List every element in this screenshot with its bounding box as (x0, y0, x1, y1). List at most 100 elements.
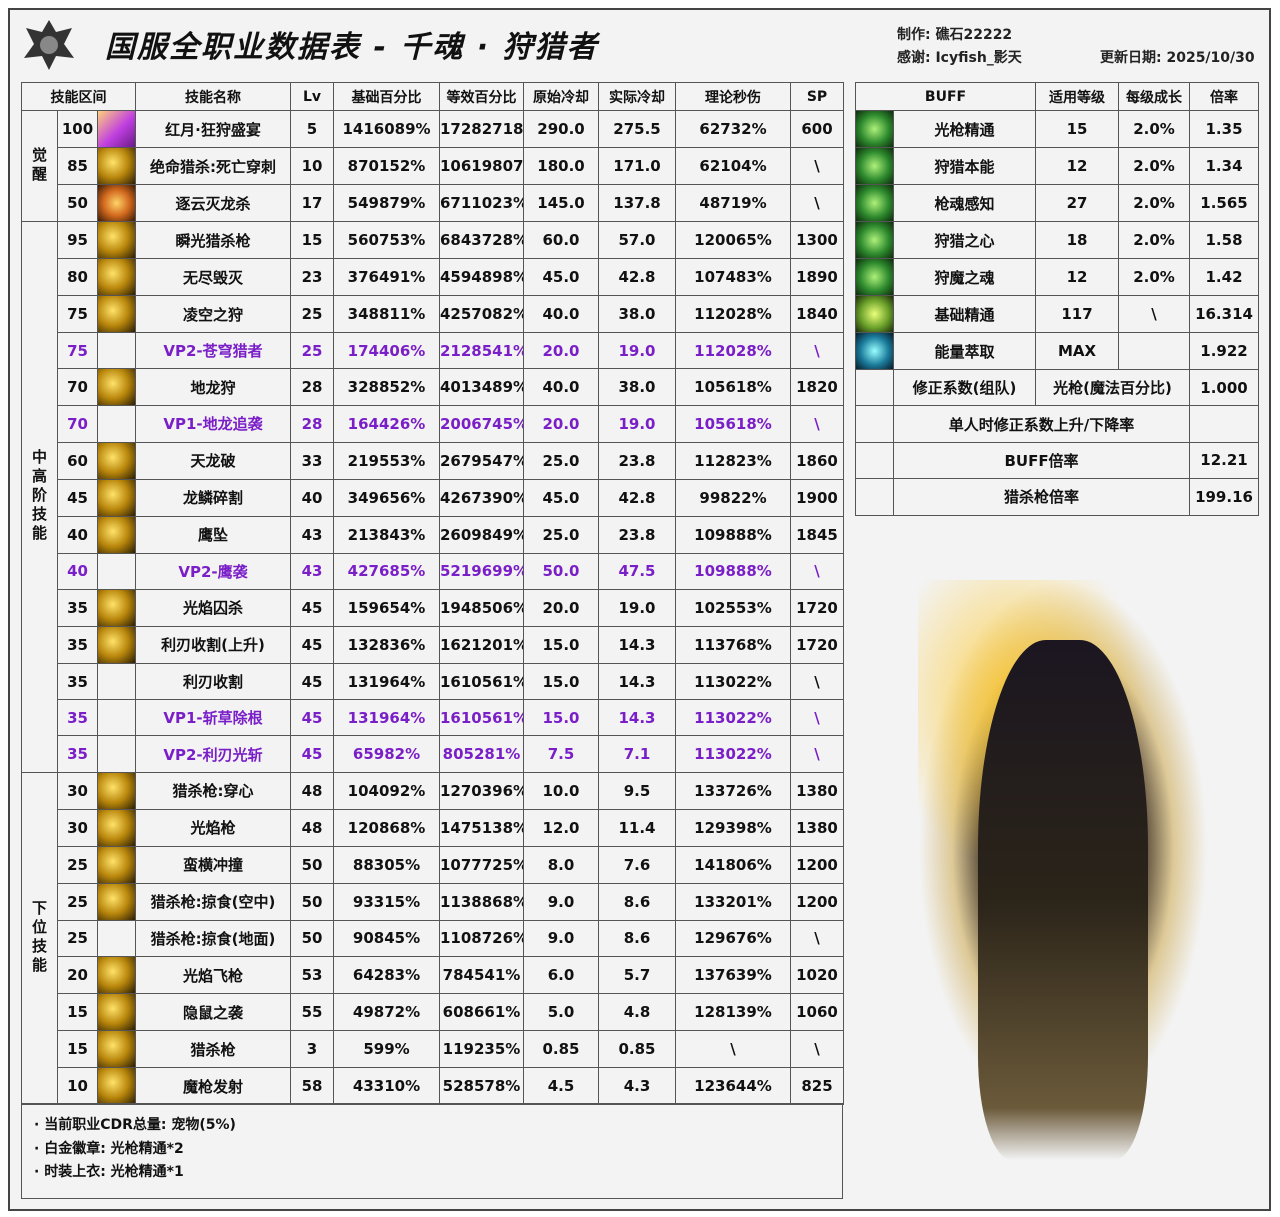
theory-dps: 113768% (675, 625, 791, 664)
buff-rate-label: BUFF倍率 (892, 441, 1191, 480)
theory-dps: 105618% (675, 368, 791, 407)
skill-name: 天龙破 (135, 441, 291, 480)
table-row: 60 天龙破 33 219553% 2679547% 25.0 23.8 112823% 186… (22, 441, 844, 480)
skill-icon-cell (97, 919, 136, 958)
skill-icon-cell (97, 405, 136, 443)
skill-name: VP2-鹰袭 (135, 552, 291, 590)
skill-lv: 55 (290, 993, 334, 1032)
base-percent: 49872% (333, 993, 440, 1032)
base-percent: 64283% (333, 956, 440, 995)
skill-icon (98, 627, 135, 663)
base-cooldown: 6.0 (523, 956, 599, 995)
base-cooldown: 25.0 (523, 515, 599, 554)
skill-icon-cell (97, 515, 136, 554)
actual-cooldown: 19.0 (598, 588, 676, 627)
table-row: 40 VP2-鹰袭 43 427685% 5219699% 50.0 47.5 109888%… (22, 552, 844, 590)
table-row: 25 蛮横冲撞 50 88305% 1077725% 8.0 7.6 141806% 1200 (22, 845, 844, 884)
buff-icon (856, 259, 893, 295)
notes-box: · 当前职业CDR总量: 宠物(5%) · 白金徽章: 光枪精通*2 · 时装上… (21, 1103, 843, 1199)
theory-dps: 102553% (675, 588, 791, 627)
actual-cooldown: 57.0 (598, 221, 676, 259)
sp-cost: \ (790, 331, 844, 370)
buff-level: 12 (1035, 258, 1120, 296)
table-row: 70 VP1-地龙追袭 28 164426% 2006745% 20.0 19.0 10561… (22, 405, 844, 443)
buff-growth: 2.0% (1118, 110, 1191, 148)
table-row: 40 鹰坠 43 213843% 2609849% 25.0 23.8 109888% 1845 (22, 515, 844, 554)
buff-icon (856, 185, 893, 221)
table-row: 35 利刃收割 45 131964% 1610561% 15.0 14.3 113022% \ (22, 662, 844, 701)
actual-cooldown: 9.5 (598, 771, 676, 810)
buff-col-header-name: BUFF (854, 82, 1037, 111)
buff-table: BUFF 适用等级 每级成长 倍率 光枪精通 15 2.0% 1.35 狩猎本能 12 2.… (854, 82, 1260, 516)
buff-header: BUFF 适用等级 每级成长 倍率 (854, 82, 1260, 111)
actual-cooldown: 14.3 (598, 662, 676, 701)
skill-lv: 28 (290, 405, 334, 443)
table-row: 75 凌空之狩 25 348811% 4257082% 40.0 38.0 112028% 18… (22, 295, 844, 333)
col-header-sp: SP (790, 82, 844, 111)
table-row: 35 光焰囚杀 45 159654% 1948506% 20.0 19.0 102553% 17… (22, 588, 844, 627)
buff-name: 光枪精通 (892, 110, 1037, 148)
skill-name: 隐鼠之袭 (135, 993, 291, 1032)
equiv-percent: 5219699% (439, 552, 524, 590)
buff-icon-cell (855, 332, 894, 370)
theory-dps: 129676% (675, 919, 791, 958)
table-row: 10 魔枪发射 58 43310% 528578% 4.5 4.3 123644% 825 (22, 1067, 844, 1106)
buff-row: 狩猎本能 12 2.0% 1.34 (855, 147, 1260, 185)
actual-cooldown: 275.5 (598, 110, 676, 148)
level-range: 35 (57, 625, 98, 664)
skill-icon (98, 296, 135, 332)
level-range: 95 (57, 221, 98, 259)
skill-icon (98, 773, 135, 809)
base-percent: 164426% (333, 405, 440, 443)
base-percent: 131964% (333, 699, 440, 737)
skill-icon (98, 517, 135, 553)
base-cooldown: 25.0 (523, 441, 599, 480)
equiv-percent: 1621201% (439, 625, 524, 664)
base-cooldown: 50.0 (523, 552, 599, 590)
skill-icon-cell (97, 368, 136, 407)
actual-cooldown: 7.1 (598, 735, 676, 773)
col-header-base: 基础百分比 (333, 82, 440, 111)
level-range: 25 (57, 919, 98, 958)
base-cooldown: 45.0 (523, 478, 599, 517)
base-cooldown: 8.0 (523, 845, 599, 884)
base-percent: 427685% (333, 552, 440, 590)
sp-cost: 1720 (790, 588, 844, 627)
sp-cost: \ (790, 147, 844, 185)
actual-cooldown: 7.6 (598, 845, 676, 884)
skill-icon-cell (97, 662, 136, 701)
buff-ratio: 1.34 (1189, 147, 1260, 185)
buff-name: 狩猎本能 (892, 147, 1037, 185)
table-row: 80 无尽毁灭 23 376491% 4594898% 45.0 42.8 107483% 18… (22, 258, 844, 296)
buff-name: 狩猎之心 (892, 221, 1037, 259)
skill-name: 猎杀枪:穿心 (135, 771, 291, 810)
actual-cooldown: 23.8 (598, 515, 676, 554)
skill-icon-cell (97, 808, 136, 847)
base-percent: 174406% (333, 331, 440, 370)
skill-lv: 53 (290, 956, 334, 995)
skill-lv: 40 (290, 478, 334, 517)
solo-rate-label: 单人时修正系数上升/下降率 (892, 405, 1191, 443)
skill-icon-cell (97, 993, 136, 1032)
theory-dps: 123644% (675, 1067, 791, 1106)
update-date: 更新日期: 2025/10/30 (1100, 50, 1255, 66)
equiv-percent: 4013489% (439, 368, 524, 407)
equiv-percent: 17282718% (439, 110, 524, 148)
skill-name: 猎杀枪 (135, 1030, 291, 1069)
skill-icon-cell (97, 331, 136, 370)
base-percent: 549879% (333, 184, 440, 222)
level-range: 70 (57, 405, 98, 443)
skill-icon-cell (97, 699, 136, 737)
buff-col-header-ratio: 倍率 (1189, 82, 1260, 111)
skill-rate-label: 猎杀枪倍率 (892, 478, 1191, 516)
level-range: 40 (57, 515, 98, 554)
col-header-name: 技能名称 (135, 82, 291, 111)
skill-icon (98, 185, 135, 221)
base-percent: 328852% (333, 368, 440, 407)
skill-icon (98, 590, 135, 626)
equiv-percent: 6843728% (439, 221, 524, 259)
skill-name: VP2-利刃光斩 (135, 735, 291, 773)
section-label: 中高阶技能 (21, 221, 58, 773)
skill-icon-cell (97, 845, 136, 884)
